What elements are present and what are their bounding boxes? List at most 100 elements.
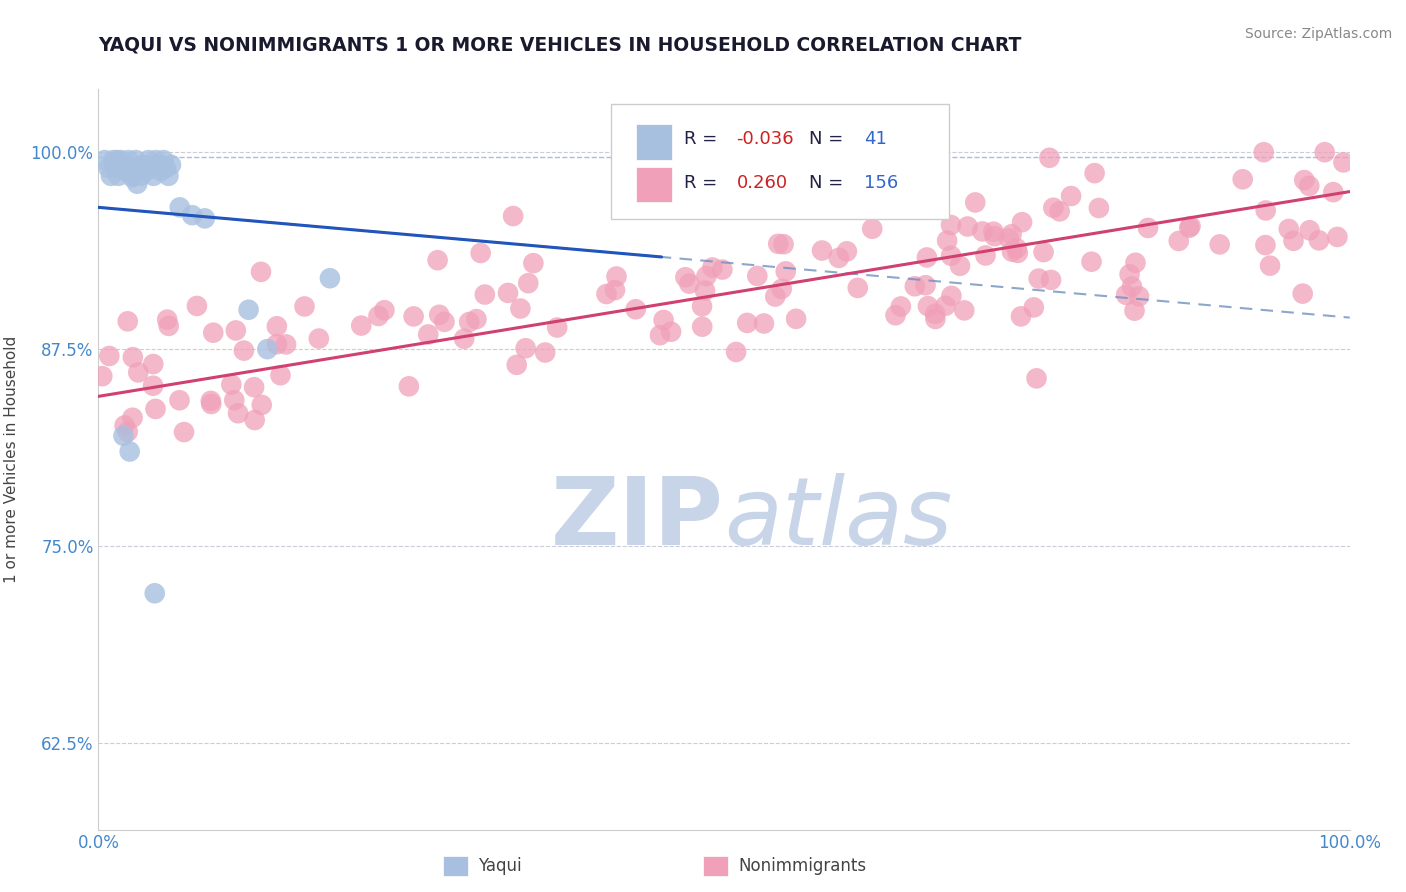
Point — [1123, 303, 1146, 318]
Point — [453, 332, 475, 346]
Point — [1115, 288, 1137, 302]
Point — [142, 357, 165, 371]
Point — [695, 269, 717, 284]
Point — [1254, 203, 1277, 218]
Point — [965, 195, 987, 210]
Point — [785, 311, 807, 326]
Text: Yaqui: Yaqui — [478, 857, 522, 875]
Point — [139, 161, 162, 175]
Point — [939, 249, 962, 263]
Point — [115, 164, 138, 178]
Point — [1258, 259, 1281, 273]
Point — [118, 444, 141, 458]
Point — [924, 194, 946, 208]
Point — [274, 337, 297, 351]
Point — [914, 278, 936, 293]
Point — [250, 265, 273, 279]
Point — [367, 309, 389, 323]
Point — [953, 303, 976, 318]
Point — [659, 325, 682, 339]
Point — [939, 218, 962, 232]
Point — [427, 308, 450, 322]
Point — [1060, 189, 1083, 203]
Point — [1294, 173, 1316, 187]
Point — [115, 164, 138, 178]
Point — [517, 276, 540, 290]
Point — [768, 236, 790, 251]
Point — [121, 410, 143, 425]
Point — [105, 153, 128, 167]
Point — [1118, 268, 1140, 282]
Point — [546, 320, 568, 334]
Text: 0.260: 0.260 — [737, 174, 787, 192]
Point — [772, 237, 794, 252]
Point — [1028, 271, 1050, 285]
Point — [294, 300, 316, 314]
Point — [1167, 234, 1189, 248]
Point — [1282, 234, 1305, 248]
Point — [122, 169, 145, 183]
Point — [142, 378, 165, 392]
Point — [152, 153, 174, 167]
Point — [725, 345, 748, 359]
Point — [702, 260, 724, 275]
Text: Source: ZipAtlas.com: Source: ZipAtlas.com — [1244, 27, 1392, 41]
Point — [155, 161, 177, 175]
Point — [1298, 178, 1320, 193]
Point — [114, 418, 136, 433]
Point — [956, 219, 979, 234]
Point — [1125, 256, 1147, 270]
Point — [1278, 222, 1301, 236]
Point — [747, 268, 769, 283]
Point — [678, 277, 700, 291]
Point — [127, 161, 149, 175]
Point — [160, 158, 183, 172]
Point — [148, 158, 170, 172]
Point — [711, 262, 734, 277]
Point — [690, 299, 713, 313]
Point — [1308, 233, 1330, 247]
Point — [496, 285, 519, 300]
Point — [752, 317, 775, 331]
Point — [98, 349, 121, 363]
Point — [135, 164, 157, 178]
Point — [266, 319, 288, 334]
Point — [117, 153, 139, 167]
Point — [1137, 221, 1160, 235]
Point — [1005, 241, 1028, 255]
Point — [917, 299, 939, 313]
Point — [143, 586, 166, 600]
Text: 41: 41 — [865, 130, 887, 148]
Point — [226, 406, 249, 420]
Point — [200, 397, 222, 411]
Point — [835, 244, 858, 259]
Point — [934, 299, 956, 313]
Point — [238, 302, 260, 317]
Point — [1180, 219, 1202, 234]
Point — [846, 281, 869, 295]
Point — [690, 319, 713, 334]
Point — [522, 256, 544, 270]
Text: atlas: atlas — [724, 473, 952, 564]
Point — [652, 313, 675, 327]
Point — [828, 251, 851, 265]
Point — [1038, 151, 1060, 165]
Point — [949, 259, 972, 273]
Point — [194, 211, 217, 226]
Point — [1298, 223, 1320, 237]
Point — [763, 289, 786, 303]
Point — [470, 246, 492, 260]
Point — [1208, 237, 1230, 252]
Point — [1313, 145, 1336, 160]
Point — [373, 303, 395, 318]
Point — [426, 253, 449, 268]
Point — [186, 299, 208, 313]
Point — [111, 158, 134, 172]
Point — [243, 413, 266, 427]
Point — [150, 164, 173, 178]
Point — [1232, 172, 1254, 186]
Point — [256, 342, 278, 356]
Point — [1088, 201, 1111, 215]
Point — [603, 283, 626, 297]
Point — [103, 153, 125, 167]
